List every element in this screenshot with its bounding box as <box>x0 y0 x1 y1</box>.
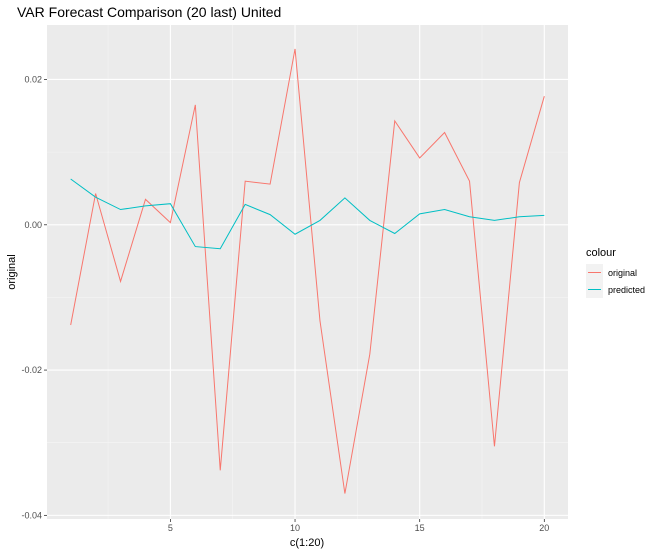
y-axis-label: original <box>6 254 18 289</box>
legend-title: colour <box>586 247 616 259</box>
y-tick-label: 0.02 <box>24 74 42 84</box>
y-tick-label: -0.04 <box>21 510 42 520</box>
y-tick-label: 0.00 <box>24 220 42 230</box>
y-axis: -0.04 -0.02 0.00 0.02 <box>21 74 47 520</box>
legend: colour original predicted <box>586 247 645 298</box>
grid-minor <box>47 25 568 519</box>
legend-items: original predicted <box>586 264 645 298</box>
x-tick-label: 10 <box>290 523 300 533</box>
x-tick-label: 15 <box>415 523 425 533</box>
legend-label-original: original <box>608 268 637 278</box>
grid-major <box>47 25 568 519</box>
x-axis: 5 10 15 20 <box>168 519 549 533</box>
chart-title: VAR Forecast Comparison (20 last) United <box>17 4 281 20</box>
x-axis-label: c(1:20) <box>290 537 324 549</box>
x-tick-label: 5 <box>168 523 173 533</box>
series-layer <box>70 48 545 494</box>
x-tick-label: 20 <box>539 523 549 533</box>
series-line-original <box>70 48 545 494</box>
series-line-predicted <box>70 178 545 250</box>
plot-panel <box>47 25 568 519</box>
legend-label-predicted: predicted <box>608 285 645 295</box>
y-tick-label: -0.02 <box>21 365 42 375</box>
